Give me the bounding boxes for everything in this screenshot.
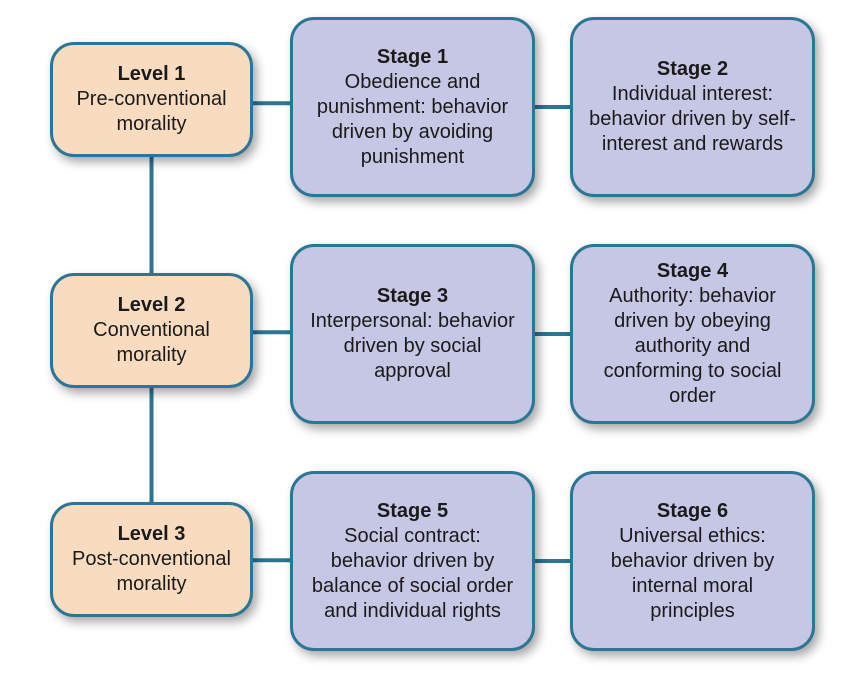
- level-2-node: Level 2 Conventional morality: [50, 273, 253, 388]
- level-1-node: Level 1 Pre-conventional morality: [50, 42, 253, 157]
- morality-stages-diagram: Level 1 Pre-conventional morality Stage …: [0, 0, 854, 691]
- stage-4-title: Stage 4: [657, 259, 728, 284]
- level-1-title: Level 1: [118, 62, 186, 87]
- level-2-title: Level 2: [118, 293, 186, 318]
- stage-6-body: Universal ethics: behavior driven by int…: [587, 524, 798, 624]
- stage-2-body: Individual interest: behavior driven by …: [587, 82, 798, 157]
- stage-3-title: Stage 3: [377, 284, 448, 309]
- stage-2-node: Stage 2 Individual interest: behavior dr…: [570, 17, 815, 197]
- stage-1-title: Stage 1: [377, 45, 448, 70]
- stage-5-node: Stage 5 Social contract: behavior driven…: [290, 471, 535, 651]
- level-3-node: Level 3 Post-conventional morality: [50, 502, 253, 617]
- stage-1-node: Stage 1 Obedience and punishment: behavi…: [290, 17, 535, 197]
- stage-4-body: Authority: behavior driven by obeying au…: [587, 284, 798, 409]
- stage-3-body: Interpersonal: behavior driven by social…: [307, 309, 518, 384]
- stage-3-node: Stage 3 Interpersonal: behavior driven b…: [290, 244, 535, 424]
- stage-5-title: Stage 5: [377, 499, 448, 524]
- stage-4-node: Stage 4 Authority: behavior driven by ob…: [570, 244, 815, 424]
- level-2-body: Conventional morality: [67, 318, 236, 368]
- stage-5-body: Social contract: behavior driven by bala…: [307, 524, 518, 624]
- stage-2-title: Stage 2: [657, 57, 728, 82]
- stage-6-node: Stage 6 Universal ethics: behavior drive…: [570, 471, 815, 651]
- level-3-title: Level 3: [118, 522, 186, 547]
- level-3-body: Post-conventional morality: [67, 547, 236, 597]
- level-1-body: Pre-conventional morality: [67, 87, 236, 137]
- stage-1-body: Obedience and punishment: behavior drive…: [307, 70, 518, 170]
- stage-6-title: Stage 6: [657, 499, 728, 524]
